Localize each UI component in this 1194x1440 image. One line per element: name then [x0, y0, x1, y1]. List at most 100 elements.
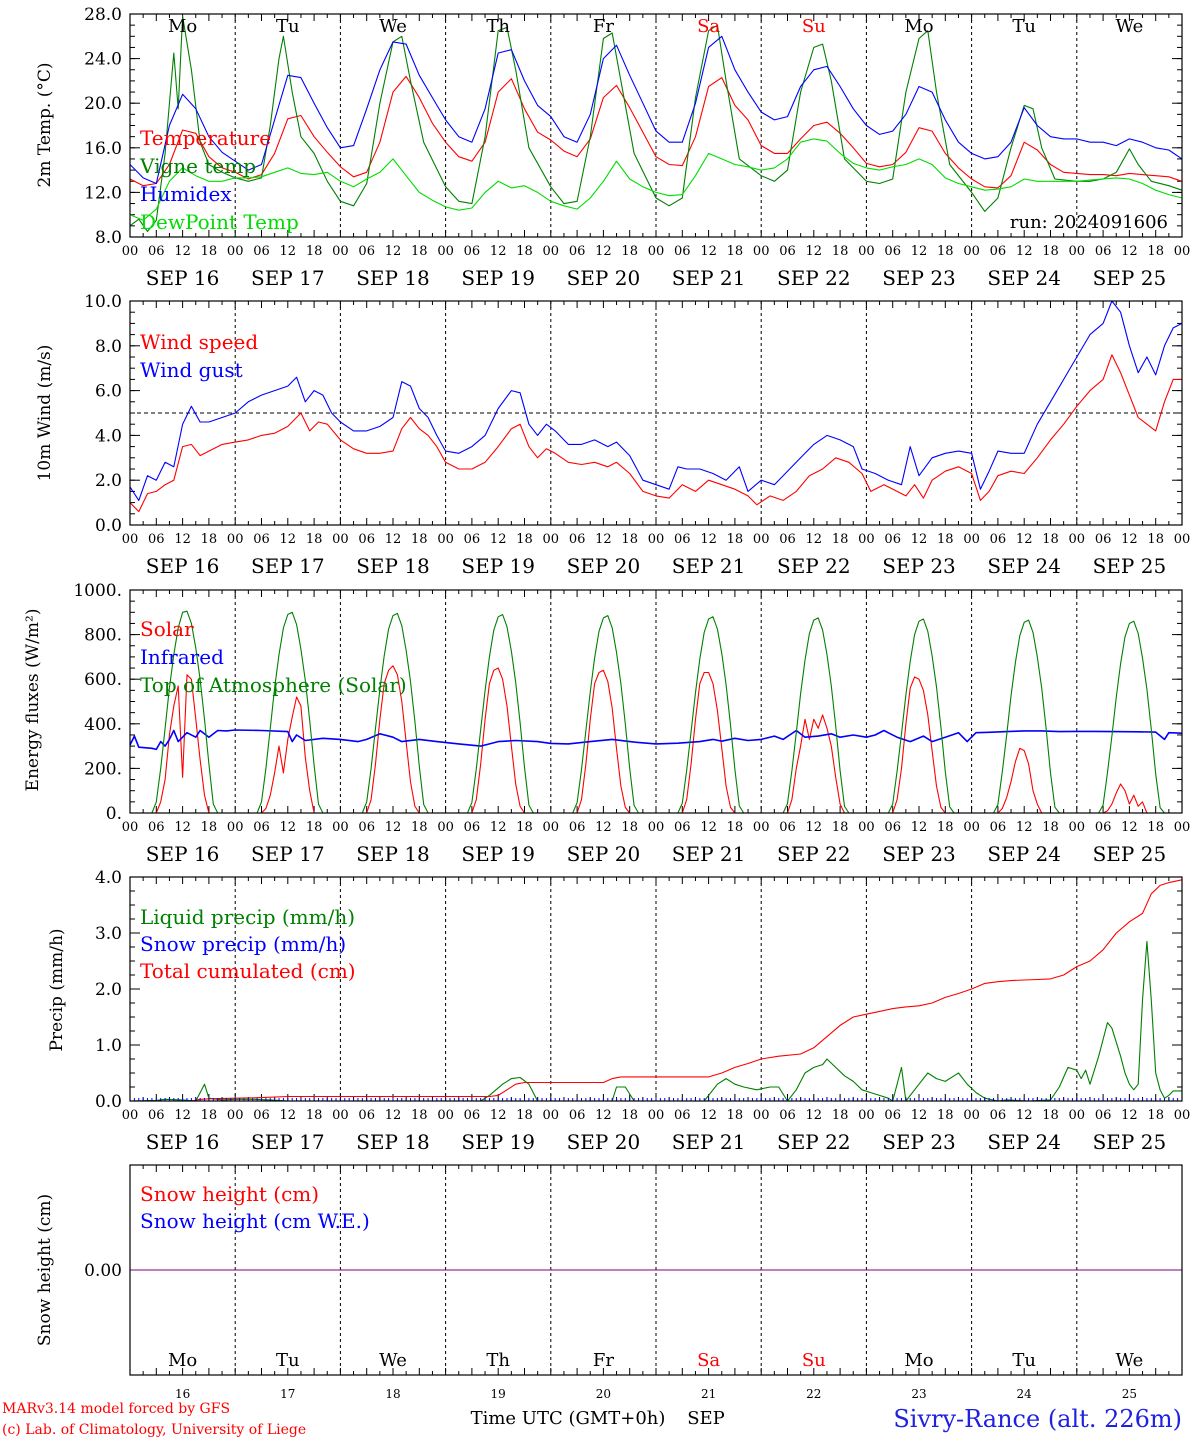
- legend-entry: Vigne temp: [139, 154, 256, 178]
- hour-tick-label: 12: [806, 532, 823, 547]
- date-label: SEP 20: [567, 842, 641, 866]
- hour-tick-label: 00: [1069, 1108, 1086, 1123]
- hour-tick-label: 06: [358, 244, 375, 259]
- y-tick-label: 4.0: [95, 868, 122, 888]
- hour-tick-label: 06: [569, 532, 586, 547]
- credit-line-1: MARv3.14 model forced by GFS: [2, 1401, 230, 1417]
- hour-tick-label: 18: [516, 1108, 533, 1123]
- hour-tick-label: 12: [280, 532, 297, 547]
- hour-tick-label: 18: [937, 532, 954, 547]
- hour-tick-label: 18: [621, 532, 638, 547]
- panel-2: 0.0 2.0 4.0 6.0 8.0 10.0 10m Wind (m/s) Wind sp…: [35, 292, 1190, 578]
- hour-tick-label: 00: [437, 532, 454, 547]
- hour-tick-label: 00: [648, 820, 665, 835]
- hour-tick-label: 06: [569, 1108, 586, 1123]
- hour-tick-label: 12: [490, 532, 507, 547]
- y-tick-label: 16.0: [84, 139, 122, 159]
- weekday-label: Tu: [276, 16, 300, 37]
- hour-tick-label: 06: [884, 820, 901, 835]
- date-label: SEP 17: [251, 842, 325, 866]
- hour-tick-label: 12: [1016, 1108, 1033, 1123]
- hour-tick-label: 00: [963, 820, 980, 835]
- hour-tick-label: 00: [1174, 532, 1191, 547]
- hour-tick-label: 06: [1095, 532, 1112, 547]
- date-label: SEP 19: [461, 1130, 535, 1154]
- y-tick-label: 800.: [84, 626, 122, 646]
- hour-tick-label: 00: [963, 244, 980, 259]
- legend-entry: Wind speed: [140, 330, 258, 354]
- hour-tick-label: 12: [490, 244, 507, 259]
- date-label: SEP 21: [672, 842, 746, 866]
- hour-tick-label: 18: [727, 244, 744, 259]
- date-label: SEP 23: [882, 554, 956, 578]
- hour-tick-label: 12: [385, 820, 402, 835]
- hour-tick-label: 12: [174, 244, 191, 259]
- chart-footer: MARv3.14 model forced by GFS (c) Lab. of…: [2, 1401, 1182, 1438]
- hour-tick-label: 12: [806, 820, 823, 835]
- hour-tick-label: 00: [1069, 244, 1086, 259]
- hour-tick-label: 12: [385, 1108, 402, 1123]
- day-number: 16: [175, 1387, 190, 1401]
- hour-tick-label: 18: [306, 532, 323, 547]
- y-tick-label: 0.0: [95, 1092, 122, 1112]
- hour-tick-label: 06: [884, 1108, 901, 1123]
- hour-tick-label: 18: [1042, 244, 1059, 259]
- hour-tick-label: 00: [753, 820, 770, 835]
- hour-tick-label: 06: [884, 532, 901, 547]
- hour-tick-label: 18: [201, 1108, 218, 1123]
- hour-tick-label: 18: [621, 820, 638, 835]
- hour-tick-label: 06: [674, 1108, 691, 1123]
- credit-line-2: (c) Lab. of Climatology, University of L…: [2, 1422, 306, 1438]
- plot-frame: [129, 876, 1183, 1102]
- hour-tick-label: 18: [411, 244, 428, 259]
- hour-tick-label: 12: [1016, 820, 1033, 835]
- day-number: 24: [1017, 1387, 1033, 1401]
- hour-tick-label: 00: [227, 532, 244, 547]
- hour-tick-label: 06: [253, 820, 270, 835]
- hour-tick-label: 06: [1095, 820, 1112, 835]
- date-label: SEP 22: [777, 554, 851, 578]
- month-label: SEP: [687, 1408, 725, 1429]
- y-tick-label: 600.: [84, 670, 122, 690]
- hour-tick-label: 18: [832, 1108, 849, 1123]
- y-tick-label: 200.: [84, 759, 122, 779]
- hour-tick-label: 06: [148, 1108, 165, 1123]
- y-tick-label: 0.: [106, 804, 122, 824]
- hour-tick-label: 00: [437, 244, 454, 259]
- date-label: SEP 18: [356, 266, 430, 290]
- legend-entry: Infrared: [140, 645, 224, 669]
- legend-entry: Wind gust: [140, 358, 243, 382]
- series-line-dewpoint-temp: [129, 138, 1183, 221]
- y-axis-label: 2m Temp. (°C): [35, 62, 55, 187]
- date-label: SEP 24: [987, 266, 1061, 290]
- hour-tick-label: 00: [227, 1108, 244, 1123]
- hour-tick-label: 12: [700, 244, 717, 259]
- hour-tick-label: 00: [122, 820, 139, 835]
- panel-3: 0. 200. 400. 600. 800. 1000. Energy fluxes (W/…: [23, 581, 1190, 866]
- date-label: SEP 23: [882, 266, 956, 290]
- hour-tick-label: 06: [148, 532, 165, 547]
- hour-tick-label: 00: [227, 820, 244, 835]
- day-number: 23: [911, 1387, 926, 1401]
- hour-tick-label: 06: [464, 820, 481, 835]
- y-tick-label: 20.0: [84, 94, 122, 114]
- legend-entry: Temperature: [140, 126, 271, 150]
- hour-tick-label: 06: [569, 244, 586, 259]
- hour-tick-label: 12: [911, 820, 928, 835]
- y-tick-label: 6.0: [95, 382, 122, 402]
- hour-tick-label: 00: [963, 532, 980, 547]
- hour-tick-label: 00: [1069, 820, 1086, 835]
- weekday-label: Mo: [168, 16, 197, 37]
- time-axis-label: Time UTC (GMT+0h): [471, 1408, 666, 1429]
- date-label: SEP 23: [882, 842, 956, 866]
- hour-tick-label: 06: [358, 1108, 375, 1123]
- date-label: SEP 22: [777, 1130, 851, 1154]
- legend-entry: Total cumulated (cm): [140, 959, 356, 983]
- weekday-label: We: [379, 1350, 407, 1371]
- series-line-infrared: [129, 729, 1183, 751]
- date-label: SEP 19: [461, 554, 535, 578]
- hour-tick-label: 12: [490, 820, 507, 835]
- hour-tick-label: 12: [490, 1108, 507, 1123]
- series-line-temperature: [129, 75, 1183, 189]
